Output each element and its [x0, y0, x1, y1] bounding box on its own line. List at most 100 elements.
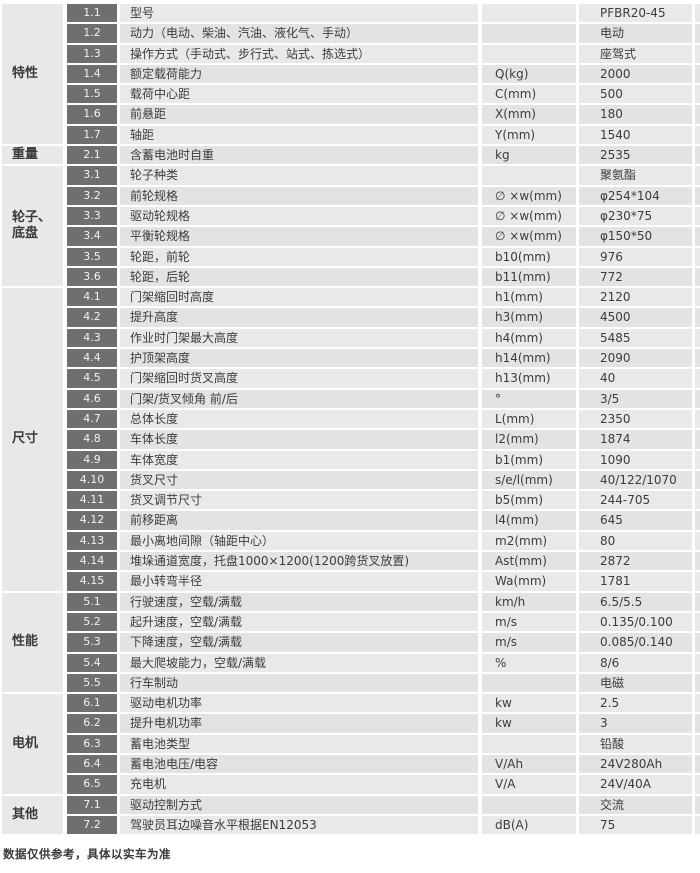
row-edge-sliver: [695, 775, 700, 794]
row-description: 最大爬坡能力，空载/满载: [120, 653, 478, 672]
row-description: 蓄电池类型: [120, 734, 478, 753]
row-value: 座驾式: [579, 44, 692, 63]
row-code: 4.9: [67, 450, 117, 469]
row-code: 4.12: [67, 511, 117, 530]
row-edge-sliver: [695, 44, 700, 63]
row-description: 蓄电池电压/电容: [120, 754, 478, 774]
spec-row: 3.5 轮距，前轮 b10(mm) 976: [67, 247, 700, 266]
row-description: 下降速度，空载/满载: [120, 633, 478, 652]
spec-row: 7.1 驱动控制方式 交流: [67, 795, 700, 814]
spec-group: 轮子、底盘 3.1 轮子种类 聚氨酯 3.2 前轮规格 ∅ ×w(mm) φ254*104 3.…: [2, 166, 700, 287]
row-value: 2090: [579, 349, 692, 368]
row-unit: b5(mm): [482, 491, 576, 510]
row-edge-sliver: [695, 227, 700, 246]
row-unit: kg: [482, 146, 576, 165]
row-description: 额定载荷能力: [120, 64, 478, 84]
row-code: 1.5: [67, 85, 117, 104]
spec-row: 3.4 平衡轮规格 ∅ ×w(mm) φ150*50: [67, 227, 700, 246]
row-value: 5485: [579, 328, 692, 348]
row-description: 充电机: [120, 775, 478, 794]
group-rows: 5.1 行驶速度，空载/满载 km/h 6.5/5.5 5.2 起升速度，空载/满载 m/s…: [67, 592, 700, 693]
row-description: 行驶速度，空载/满载: [120, 592, 478, 611]
spec-row: 5.1 行驶速度，空载/满载 km/h 6.5/5.5: [67, 592, 700, 611]
spec-row: 7.2 驾驶员耳边噪音水平根据EN12053 dB(A) 75: [67, 815, 700, 835]
row-value: φ254*104: [579, 186, 692, 205]
row-value: 2350: [579, 409, 692, 429]
row-edge-sliver: [695, 24, 700, 43]
row-edge-sliver: [695, 511, 700, 530]
row-description: 驱动控制方式: [120, 795, 478, 814]
row-edge-sliver: [695, 186, 700, 205]
spec-group: 特性 1.1 型号 PFBR20-45 1.2 动力（电动、柴油、汽油、液化气、手动） 电动…: [2, 4, 700, 145]
row-value: 0.085/0.140: [579, 633, 692, 652]
row-description: 驾驶员耳边噪音水平根据EN12053: [120, 815, 478, 835]
spec-row: 4.6 门架/货叉倾角 前/后 ° 3/5: [67, 389, 700, 408]
row-edge-sliver: [695, 4, 700, 23]
row-value: 976: [579, 247, 692, 266]
row-edge-sliver: [695, 389, 700, 408]
row-unit: ∅ ×w(mm): [482, 227, 576, 246]
spec-row: 6.3 蓄电池类型 铅酸: [67, 734, 700, 753]
row-unit: s/e/l(mm): [482, 470, 576, 490]
row-code: 4.6: [67, 389, 117, 408]
row-unit: b10(mm): [482, 247, 576, 266]
spec-row: 4.15 最小转弯半径 Wa(mm) 1781: [67, 572, 700, 591]
row-description: 最小离地间隙（轴距中心）: [120, 531, 478, 551]
row-description: 货叉调节尺寸: [120, 491, 478, 510]
row-value: 电动: [579, 24, 692, 43]
row-code: 5.5: [67, 673, 117, 693]
spec-group: 性能 5.1 行驶速度，空载/满载 km/h 6.5/5.5 5.2 起升速度，空载/满载 m…: [2, 592, 700, 693]
row-unit: l4(mm): [482, 511, 576, 530]
spec-row: 3.3 驱动轮规格 ∅ ×w(mm) φ230*75: [67, 206, 700, 226]
category-cell: 电机: [2, 694, 63, 794]
row-unit: h1(mm): [482, 288, 576, 307]
row-unit: kw: [482, 694, 576, 713]
row-unit: ∅ ×w(mm): [482, 186, 576, 205]
row-code: 3.6: [67, 267, 117, 287]
category-cell: 特性: [2, 4, 63, 145]
row-code: 2.1: [67, 146, 117, 165]
row-value: 40/122/1070: [579, 470, 692, 490]
row-value: 2.5: [579, 694, 692, 713]
row-code: 4.15: [67, 572, 117, 591]
category-cell: 性能: [2, 592, 63, 693]
spec-row: 3.2 前轮规格 ∅ ×w(mm) φ254*104: [67, 186, 700, 205]
row-unit: Q(kg): [482, 64, 576, 84]
row-edge-sliver: [695, 714, 700, 733]
row-edge-sliver: [695, 267, 700, 287]
row-unit: L(mm): [482, 409, 576, 429]
row-code: 4.3: [67, 328, 117, 348]
spec-row: 6.2 提升电机功率 kw 3: [67, 714, 700, 733]
spec-row: 4.1 门架缩回时高度 h1(mm) 2120: [67, 288, 700, 307]
row-unit: h14(mm): [482, 349, 576, 368]
row-unit: X(mm): [482, 105, 576, 124]
group-rows: 2.1 含蓄电池时自重 kg 2535: [67, 146, 700, 165]
spec-row: 4.8 车体长度 l2(mm) 1874: [67, 430, 700, 449]
group-rows: 3.1 轮子种类 聚氨酯 3.2 前轮规格 ∅ ×w(mm) φ254*104 3.3 驱动轮规…: [67, 166, 700, 287]
row-code: 1.2: [67, 24, 117, 43]
category-cell: 轮子、底盘: [2, 166, 63, 287]
row-edge-sliver: [695, 470, 700, 490]
spec-row: 6.5 充电机 V/A 24V/40A: [67, 775, 700, 794]
row-value: 244-705: [579, 491, 692, 510]
row-code: 1.1: [67, 4, 117, 23]
row-edge-sliver: [695, 612, 700, 632]
row-edge-sliver: [695, 247, 700, 266]
row-edge-sliver: [695, 146, 700, 165]
row-value: 1874: [579, 430, 692, 449]
spec-table: 特性 1.1 型号 PFBR20-45 1.2 动力（电动、柴油、汽油、液化气、手动） 电动…: [2, 4, 700, 836]
row-edge-sliver: [695, 166, 700, 185]
row-value: 180: [579, 105, 692, 124]
row-unit: [482, 44, 576, 63]
spec-row: 6.4 蓄电池电压/电容 V/Ah 24V280Ah: [67, 754, 700, 774]
row-edge-sliver: [695, 754, 700, 774]
row-code: 4.14: [67, 552, 117, 571]
row-unit: h3(mm): [482, 308, 576, 327]
row-edge-sliver: [695, 85, 700, 104]
spec-row: 4.10 货叉尺寸 s/e/l(mm) 40/122/1070: [67, 470, 700, 490]
row-value: 3/5: [579, 389, 692, 408]
row-code: 5.2: [67, 612, 117, 632]
row-description: 车体长度: [120, 430, 478, 449]
row-value: 772: [579, 267, 692, 287]
